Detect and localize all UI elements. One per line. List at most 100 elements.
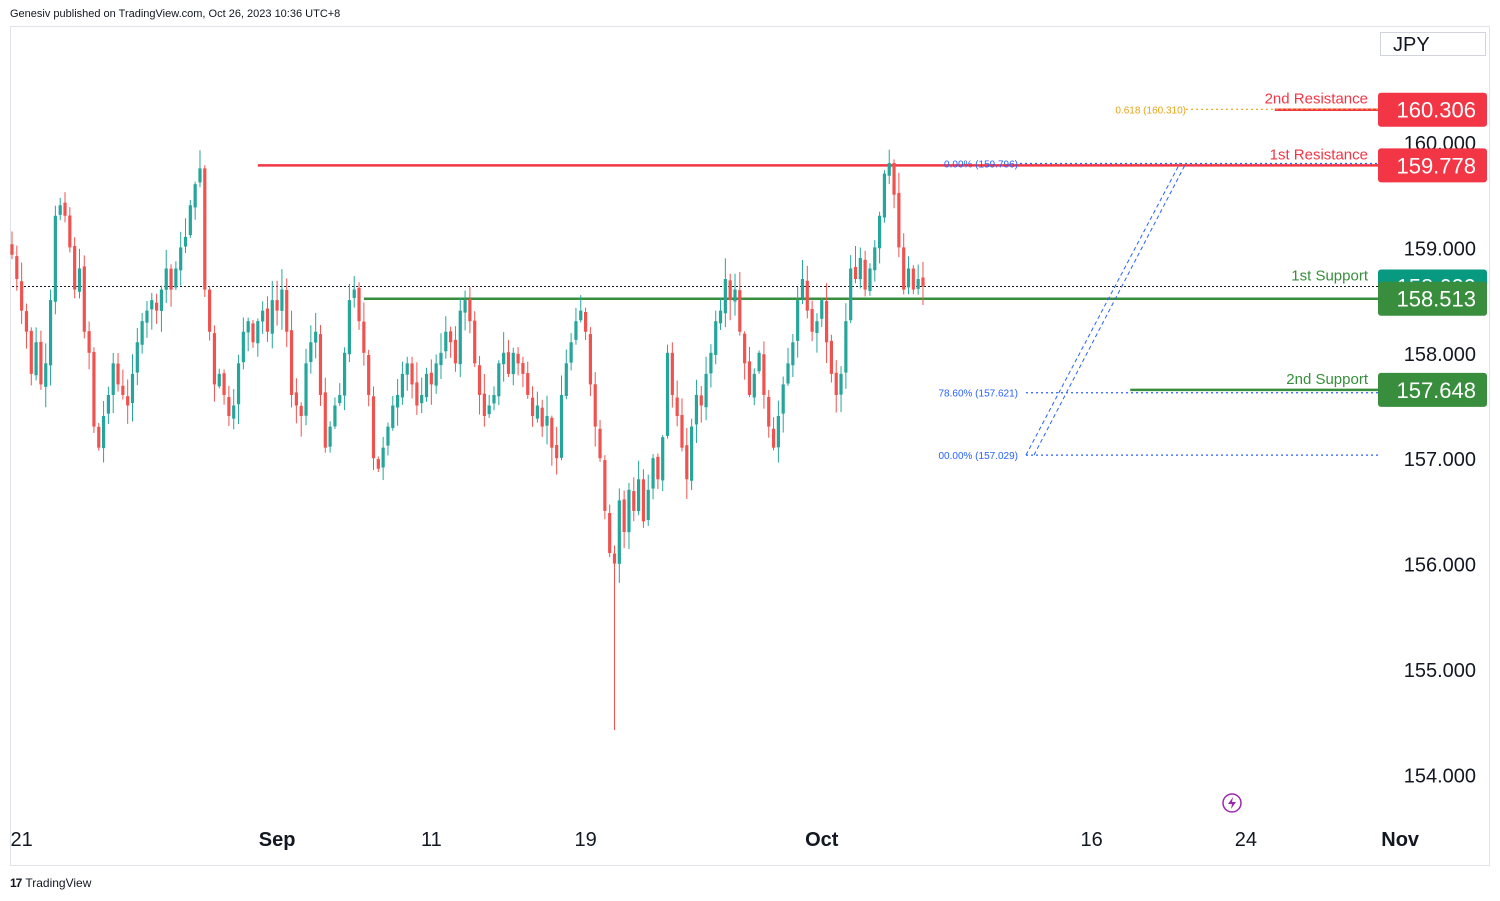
candle-body [212,333,217,385]
candle-body [752,373,756,398]
currency-selector[interactable]: JPY [1380,32,1486,56]
level-name: 2nd Support [1286,371,1369,388]
candle-body [540,407,544,427]
candle-body [622,499,626,532]
candle-body [690,426,694,481]
tradingview-footer: 17 TradingView [10,876,91,890]
candle-body [367,354,371,395]
candles-layer [10,149,925,731]
candle-body [882,173,887,218]
candle-body [232,405,236,419]
candle-body [179,247,183,271]
candle-body [429,372,433,385]
x-tick-label: 24 [1235,829,1257,851]
x-tick-label: Sep [259,829,296,851]
candle-body [101,416,106,449]
candle-body [155,302,159,311]
candle-body [463,300,467,313]
candle-body [646,489,650,520]
candle-body [183,236,188,247]
lightning-icon[interactable] [1222,793,1242,813]
x-tick-label: 21 [11,829,33,851]
candle-body [203,168,207,290]
price-badge [1378,372,1487,407]
candle-body [164,268,168,290]
candle-body [530,397,535,417]
candle-body [424,373,429,398]
x-tick-label: Nov [1381,829,1420,851]
candle-body [434,363,438,386]
fib-level-label: 0.00% (159.796) [944,160,1018,171]
candle-body [285,290,289,332]
candle-body [299,405,303,417]
fib-trend-line [1025,162,1181,456]
candle-body [15,256,19,280]
candle-body [44,363,48,387]
candle-body [791,342,795,366]
candle-body [87,331,91,353]
price-badge-label: 158.513 [1396,287,1476,312]
level-name: 1st Resistance [1270,146,1368,163]
candle-body [743,333,747,364]
candle-body [405,363,409,375]
price-badge-label: 159.778 [1396,153,1476,178]
fib-level-label: 00.00% (157.029) [938,451,1018,462]
candle-body [521,362,525,374]
candle-body [236,363,241,405]
candle-body [771,428,776,448]
candle-body [473,320,477,364]
candle-body [111,363,115,395]
candle-body [39,341,43,385]
candle-body [555,445,559,459]
candle-body [386,426,390,446]
x-tick-label: Oct [805,829,839,851]
candle-body [550,417,554,448]
candle-body [82,266,86,332]
candle-body [53,215,57,302]
candle-body [77,268,82,292]
candle-body [415,382,419,406]
candle-body [574,321,578,340]
candle-body [400,373,405,398]
y-axis[interactable]: 160.000159.000158.000157.000156.000155.0… [1404,133,1476,787]
level-name: 2nd Resistance [1265,91,1368,108]
candle-body [805,280,809,311]
x-axis[interactable]: 21 Sep 11 19 Oct 16 24 Nov [11,829,1420,851]
x-tick-label: 16 [1081,829,1103,851]
candle-body [757,352,761,372]
candle-body [352,289,356,298]
candle-body [10,244,14,255]
chart-frame[interactable] [10,26,1490,866]
candle-body [482,393,486,417]
candle-body [820,300,824,319]
candle-body [492,394,496,404]
candle-body [878,215,882,249]
candle-body [709,352,713,374]
candle-body [381,447,385,468]
candle-body [444,331,448,352]
candle-body [338,394,342,404]
candle-body [323,392,327,448]
candle-body [728,280,732,301]
candle-body [824,301,829,343]
candle-body [116,363,120,385]
candle-body [583,311,588,332]
fib-trend-line [1033,162,1187,456]
candle-body [902,247,906,290]
y-tick-label: 155.000 [1404,660,1476,682]
candle-body [20,281,24,311]
candle-body [265,308,270,332]
candle-body [747,361,752,395]
candle-body [208,289,212,332]
candle-body [198,168,202,183]
candle-body [193,184,197,208]
candle-body [868,268,872,291]
price-badge [1378,281,1487,316]
candle-body [863,259,867,290]
candle-body [391,405,395,429]
candle-body [916,279,920,289]
candle-body [685,445,689,480]
candle-body [396,394,400,408]
candle-body [603,460,607,511]
